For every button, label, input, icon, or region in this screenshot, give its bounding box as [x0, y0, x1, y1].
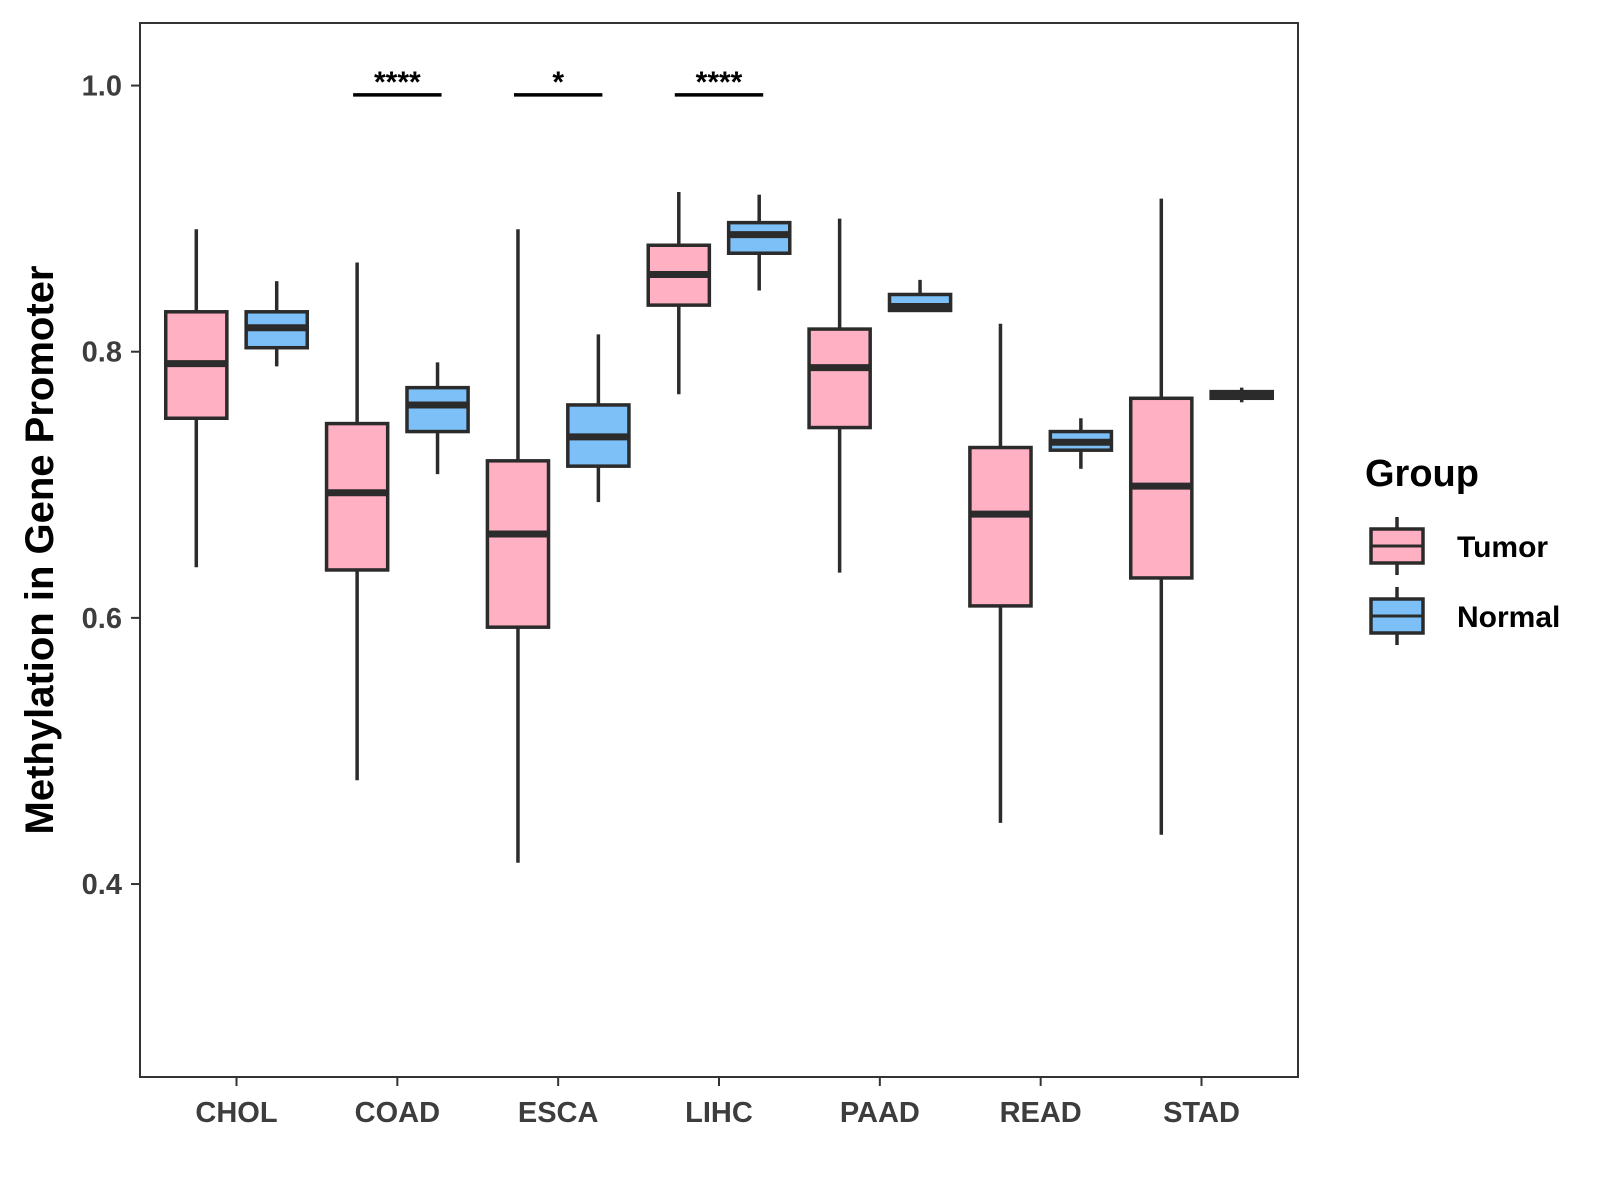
y-tick-label: 1.0	[82, 71, 122, 103]
box-layer	[163, 192, 1275, 863]
x-tick-label: STAD	[1163, 1097, 1240, 1129]
legend-entry-normal: Normal	[1369, 587, 1560, 645]
box-body	[968, 445, 1033, 608]
legend-label: Tumor	[1457, 531, 1548, 564]
x-tick-label: ESCA	[518, 1097, 599, 1129]
significance-label: ****	[374, 66, 421, 99]
box-normal-esca	[566, 334, 631, 503]
legend-title: Group	[1365, 453, 1479, 495]
box-normal-stad	[1209, 387, 1275, 403]
legend-entry-tumor: Tumor	[1369, 517, 1548, 575]
x-tick-label: PAAD	[840, 1097, 920, 1129]
y-tick-label: 0.6	[82, 603, 122, 635]
legend: Group Tumor Normal	[1365, 453, 1560, 645]
x-tick-label: COAD	[355, 1097, 440, 1129]
box-tumor-lihc	[646, 192, 712, 395]
box-normal-read	[1048, 418, 1114, 469]
y-axis-title: Methylation in Gene Promoter	[18, 266, 62, 835]
box-tumor-esca	[485, 229, 551, 863]
box-body	[485, 459, 551, 629]
x-tick-label: LIHC	[685, 1097, 753, 1129]
significance-label: ****	[696, 66, 743, 99]
box-normal-coad	[405, 362, 470, 475]
x-tick-label: READ	[1000, 1097, 1082, 1129]
legend-label: Normal	[1457, 601, 1560, 634]
box-tumor-stad	[1128, 198, 1194, 835]
legend-entries: Tumor Normal	[1369, 517, 1560, 645]
box-normal-paad	[887, 279, 953, 313]
box-tumor-read	[968, 323, 1033, 823]
box-normal-chol	[244, 281, 310, 367]
box-tumor-paad	[807, 218, 872, 573]
box-body	[807, 327, 872, 430]
x-tick-label: CHOL	[195, 1097, 277, 1129]
box-tumor-chol	[163, 229, 229, 568]
plot-panel	[139, 22, 1299, 1078]
box-body	[324, 421, 390, 572]
y-tick-label: 0.8	[82, 337, 122, 369]
x-axis: CHOL COAD ESCA LIHC PAAD READ STAD	[195, 1077, 1240, 1129]
significance-annotations: **** * ****	[353, 66, 764, 99]
box-body	[405, 385, 470, 434]
y-axis: 0.4 0.6 0.8 1.0	[82, 71, 140, 901]
box-normal-lihc	[726, 194, 792, 291]
y-tick-label: 0.4	[82, 869, 122, 901]
box-tumor-coad	[324, 262, 390, 781]
significance-label: *	[552, 66, 564, 99]
